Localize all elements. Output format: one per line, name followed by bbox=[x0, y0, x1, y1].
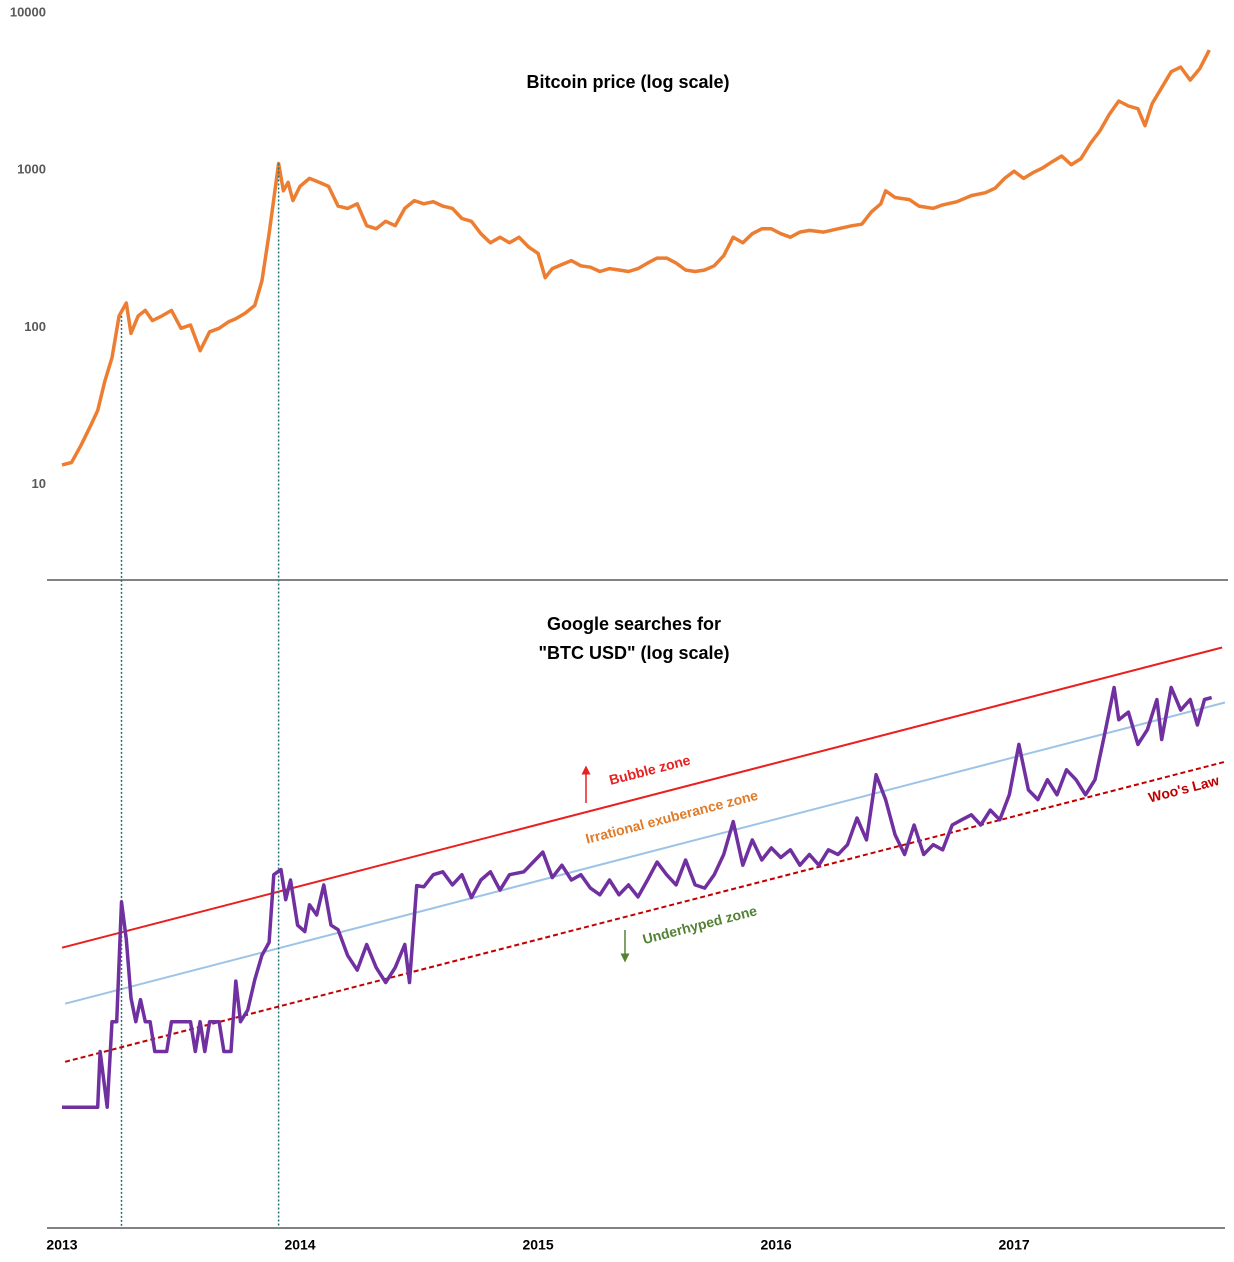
annotation: Bubble zone bbox=[607, 752, 692, 788]
y-tick-label: 1000 bbox=[17, 162, 46, 177]
x-tick-label: 2013 bbox=[46, 1237, 77, 1253]
y-tick-label: 10000 bbox=[10, 5, 46, 20]
y-tick-label: 100 bbox=[24, 319, 46, 334]
data-line bbox=[62, 685, 1213, 1109]
x-tick-label: 2014 bbox=[284, 1237, 315, 1253]
annotation: Irrational exuberance zone bbox=[584, 787, 760, 847]
y-tick-label: 10 bbox=[32, 476, 46, 491]
chart-title: "BTC USD" (log scale) bbox=[538, 643, 729, 663]
chart-title: Google searches for bbox=[547, 614, 721, 634]
annotation: Woo's Law bbox=[1147, 772, 1221, 806]
trend-line bbox=[61, 646, 1223, 949]
x-tick-label: 2017 bbox=[999, 1237, 1030, 1253]
x-tick-label: 2016 bbox=[761, 1237, 792, 1253]
data-line bbox=[61, 49, 1211, 467]
chart-title: Bitcoin price (log scale) bbox=[526, 72, 729, 92]
x-tick-label: 2015 bbox=[522, 1237, 553, 1253]
trend-line bbox=[64, 701, 1226, 1005]
